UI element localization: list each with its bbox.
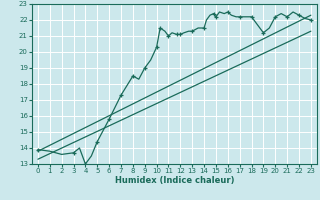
X-axis label: Humidex (Indice chaleur): Humidex (Indice chaleur): [115, 176, 234, 185]
